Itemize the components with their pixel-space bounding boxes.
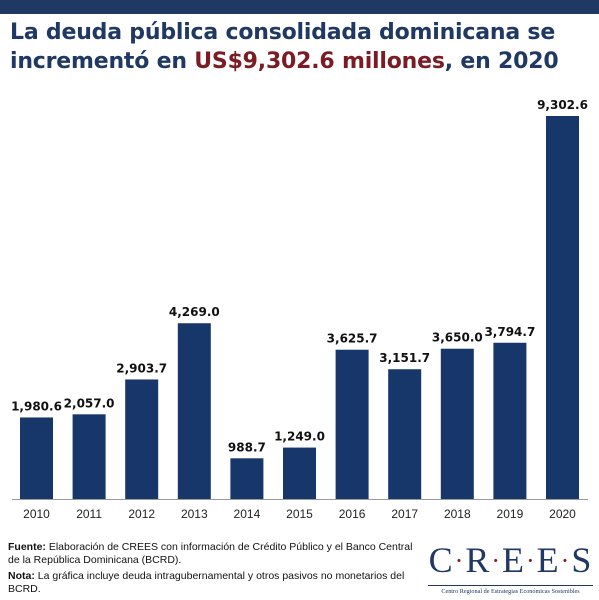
footnotes: Fuente: Elaboración de CREES con informa…: [8, 541, 418, 599]
x-tick-label-2014: 2014: [234, 507, 261, 521]
value-label-2019: 3,794.7: [484, 325, 535, 339]
bar-2015: [283, 447, 316, 499]
logo-letter: E: [536, 540, 560, 580]
bar-2019: [493, 342, 527, 499]
logo-letter: E: [502, 540, 525, 580]
source-note: Fuente: Elaboración de CREES con informa…: [8, 541, 418, 567]
title-highlight: US$9,302.6 millones: [194, 49, 445, 74]
x-tick-label-2015: 2015: [286, 507, 313, 521]
value-label-2010: 1,980.6: [11, 399, 62, 413]
logo-wordmark: C·R·E·E·S: [428, 540, 593, 580]
top-banner: [0, 0, 599, 14]
value-label-2017: 3,151.7: [379, 351, 430, 365]
bar-2017: [388, 369, 422, 499]
note-text: La gráfica incluye deuda intragubernamen…: [8, 570, 405, 595]
logo-letter: C: [428, 540, 454, 580]
note-label: Nota:: [8, 570, 35, 582]
value-label-2016: 3,625.7: [327, 332, 378, 346]
source-text: Elaboración de CREES con información de …: [8, 541, 413, 566]
bar-2018: [440, 348, 474, 499]
value-label-2020: 9,302.6: [537, 98, 588, 112]
bar-2011: [72, 414, 106, 499]
logo-letter: R: [465, 540, 491, 580]
logo-subtitle: Centro Regional de Estrategias Económica…: [428, 585, 593, 595]
bar-2013: [177, 323, 211, 499]
value-label-2013: 4,269.0: [169, 305, 220, 319]
x-tick-label-2016: 2016: [339, 507, 366, 521]
bar-2020: [546, 116, 579, 499]
x-tick-label-2020: 2020: [549, 507, 576, 521]
x-tick-label-2012: 2012: [128, 507, 155, 521]
value-label-2018: 3,650.0: [432, 331, 483, 345]
value-label-2014: 988.7: [228, 440, 266, 454]
title-text-end: , en 2020: [444, 49, 559, 74]
x-tick-label-2017: 2017: [391, 507, 418, 521]
bar-chart: 1,980.6 2010 2,057.0 2011 2,903.7 2012 4,269.0…: [11, 98, 588, 521]
x-tick-label-2011: 2011: [76, 507, 102, 521]
source-label: Fuente:: [8, 541, 46, 553]
value-label-2015: 1,249.0: [274, 430, 325, 444]
bar-2014: [230, 458, 264, 499]
value-label-2012: 2,903.7: [116, 361, 167, 375]
crees-logo: C·R·E·E·S Centro Regional de Estrategias…: [428, 542, 593, 595]
x-tick-label-2010: 2010: [23, 507, 50, 521]
x-tick-label-2019: 2019: [497, 507, 524, 521]
bar-2012: [125, 379, 159, 499]
bar-2010: [20, 417, 53, 499]
x-tick-label-2013: 2013: [181, 507, 208, 521]
value-label-2011: 2,057.0: [64, 396, 115, 410]
logo-letter: S: [571, 540, 593, 580]
title-text-start: La deuda pública consolidada dominicana …: [10, 20, 556, 74]
chart-title: La deuda pública consolidada dominicana …: [10, 18, 595, 76]
bar-2016: [335, 349, 369, 499]
x-tick-label-2018: 2018: [444, 507, 471, 521]
note: Nota: La gráfica incluye deuda intragube…: [8, 570, 418, 596]
